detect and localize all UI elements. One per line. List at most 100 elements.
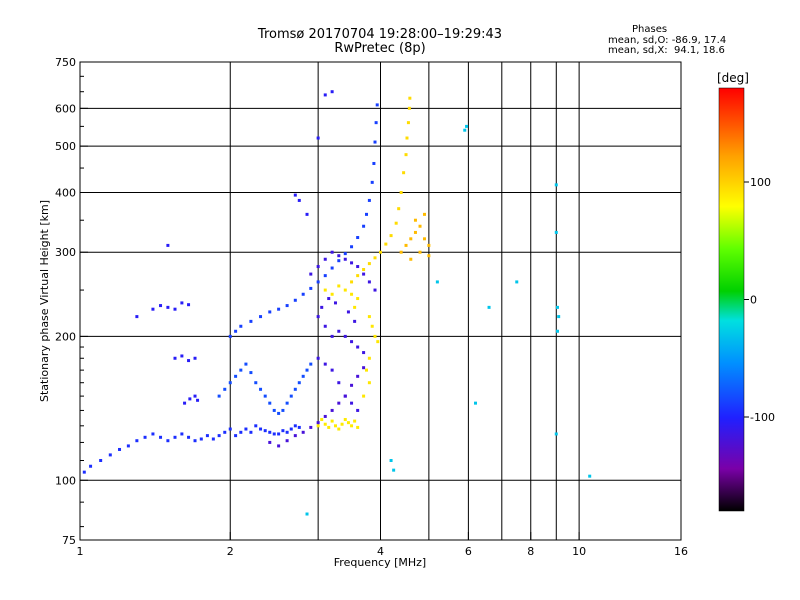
data-point	[217, 394, 221, 398]
data-point	[399, 190, 403, 194]
data-point	[166, 243, 170, 247]
data-point	[346, 421, 350, 425]
data-point	[268, 430, 272, 434]
data-point	[187, 303, 191, 307]
data-point	[254, 381, 258, 385]
data-point	[392, 468, 396, 472]
data-point	[327, 425, 331, 429]
data-point	[337, 401, 341, 405]
data-point	[259, 315, 263, 319]
data-point	[199, 437, 203, 441]
data-point	[316, 421, 320, 425]
data-point	[188, 397, 192, 401]
data-point	[297, 425, 301, 429]
data-point	[346, 310, 350, 314]
data-point	[173, 307, 177, 311]
data-point	[376, 340, 380, 344]
data-point	[409, 257, 413, 261]
data-point	[353, 305, 357, 309]
data-point	[143, 435, 147, 439]
data-point	[367, 262, 371, 266]
data-point	[277, 411, 281, 415]
data-point	[249, 430, 253, 434]
data-point	[323, 93, 327, 97]
data-point	[259, 427, 263, 431]
data-point	[323, 257, 327, 261]
data-point	[135, 439, 139, 443]
x-tick-label: 6	[465, 545, 472, 558]
colorbar-unit: [deg]	[717, 71, 749, 85]
data-point	[487, 305, 491, 309]
data-point	[353, 319, 357, 323]
data-point	[316, 424, 320, 428]
y-tick-label: 500	[55, 140, 76, 153]
data-point	[350, 401, 354, 405]
data-point	[365, 212, 369, 216]
data-point	[399, 250, 403, 254]
data-point	[323, 414, 327, 418]
stats-o-mode: mean, sd,O: -86.9, 17.4	[608, 35, 727, 46]
data-point	[272, 432, 276, 436]
data-point	[82, 470, 86, 474]
data-point	[362, 224, 366, 228]
data-point	[305, 212, 309, 216]
data-point	[320, 305, 324, 309]
data-point	[353, 419, 357, 423]
data-point	[196, 398, 200, 402]
data-point	[234, 329, 238, 333]
data-point	[293, 434, 297, 438]
data-point	[228, 334, 232, 338]
x-tick-label: 4	[377, 545, 384, 558]
data-point	[409, 237, 413, 241]
data-point	[309, 272, 313, 276]
data-point	[374, 121, 378, 125]
data-point	[228, 427, 232, 431]
data-point	[356, 265, 360, 269]
data-point	[289, 394, 293, 398]
data-point	[118, 447, 122, 451]
data-point	[309, 286, 313, 290]
data-point	[254, 424, 258, 428]
data-point	[337, 329, 341, 333]
data-point	[337, 259, 341, 263]
data-point	[379, 250, 382, 254]
data-point	[330, 334, 334, 338]
data-point	[320, 418, 324, 422]
data-point	[343, 394, 347, 398]
data-point	[350, 340, 354, 344]
colorbar-tick-label: 0	[750, 294, 757, 307]
data-point	[343, 257, 347, 261]
data-point	[193, 394, 197, 398]
data-point	[297, 198, 301, 202]
y-tick-label: 300	[55, 246, 76, 259]
y-tick-label: 200	[55, 330, 76, 343]
data-point	[333, 424, 337, 428]
data-point	[422, 212, 426, 216]
data-point	[389, 234, 393, 238]
data-point	[330, 292, 334, 296]
y-axis-label: Stationary phase Virtual Height [km]	[38, 200, 51, 402]
data-point	[555, 329, 559, 333]
data-point	[370, 324, 374, 328]
colorbar-tick-label: -100	[750, 411, 775, 424]
data-point	[244, 427, 248, 431]
data-point	[330, 90, 334, 94]
data-point	[554, 230, 558, 234]
data-point	[337, 427, 341, 431]
data-point	[405, 136, 409, 140]
data-point	[263, 429, 267, 433]
data-point	[268, 401, 272, 405]
data-point	[99, 458, 103, 462]
data-point	[211, 437, 215, 441]
data-point	[373, 140, 377, 144]
data-point	[239, 430, 243, 434]
data-point	[234, 374, 238, 378]
data-point	[259, 387, 263, 391]
x-tick-label: 2	[227, 545, 234, 558]
data-point	[223, 387, 227, 391]
data-point	[272, 408, 276, 412]
data-point	[187, 435, 191, 439]
data-point	[343, 288, 347, 292]
data-point	[362, 272, 366, 276]
data-point	[362, 394, 366, 398]
